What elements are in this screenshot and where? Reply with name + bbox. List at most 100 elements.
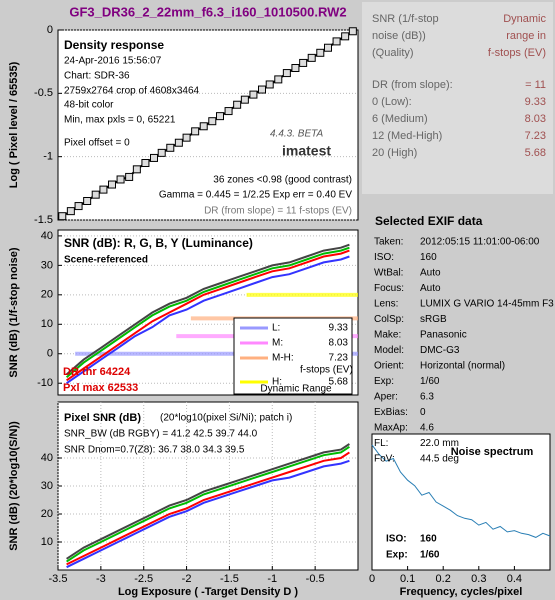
info-text: Pixel offset = 0 xyxy=(64,138,130,149)
summary-label: 12 (Med-High) xyxy=(372,130,442,142)
summary-panel xyxy=(362,2,553,194)
data-point xyxy=(108,180,116,189)
y-tick-label: 20 xyxy=(41,508,53,520)
legend-value: 7.23 xyxy=(329,353,349,364)
legend-label: L: xyxy=(272,323,280,334)
data-point xyxy=(58,212,67,221)
series-line xyxy=(65,246,350,379)
x-tick-label: 0.1 xyxy=(400,573,415,585)
data-point xyxy=(233,100,242,109)
exif-value: 6.3 xyxy=(420,392,434,403)
y-tick-label: 0 xyxy=(47,24,53,36)
legend-value: 8.03 xyxy=(329,338,349,349)
legend-subtitle: Dynamic Range xyxy=(260,384,332,395)
series-line xyxy=(66,451,350,566)
legend-value: 9.33 xyxy=(329,323,349,334)
exif-value: DMC-G3 xyxy=(420,345,460,356)
annotation: DR (from slope) = 11 f-stops (EV) xyxy=(204,206,352,217)
data-point xyxy=(91,190,100,199)
info-text: 24-Apr-2016 15:56:07 xyxy=(64,56,162,67)
summary-label: 0 (Low): xyxy=(372,96,412,108)
exif-value: Panasonic xyxy=(420,330,467,341)
data-point xyxy=(316,48,325,57)
chart-subtitle: Scene-referenced xyxy=(64,255,148,266)
series-line xyxy=(66,443,350,560)
data-point xyxy=(291,64,300,72)
exif-value: LUMIX G VARIO 14-45mm F3 xyxy=(420,299,554,310)
exif-key: ISO: xyxy=(374,252,394,263)
exif-key: Aper: xyxy=(374,392,398,403)
x-axis-label: Log Exposure ( -Target Density D ) xyxy=(118,586,298,598)
data-point xyxy=(199,122,208,131)
x-tick-label: -0.5 xyxy=(306,573,325,585)
figure-title: GF3_DR36_2_22mm_f6.3_i160_1010500.RW2 xyxy=(69,4,346,19)
exif-value: Horizontal (normal) xyxy=(420,361,505,372)
data-point xyxy=(249,90,258,99)
x-tick-label: 0 xyxy=(369,573,375,585)
data-point xyxy=(216,112,224,121)
legend-label: M: xyxy=(272,338,283,349)
series-line xyxy=(66,249,350,382)
series-line xyxy=(66,255,350,385)
data-point xyxy=(274,75,283,84)
x-tick-label: -2 xyxy=(182,573,192,585)
summary-label: DR (from slope): xyxy=(372,79,453,91)
data-point xyxy=(307,53,316,62)
data-point xyxy=(224,107,233,116)
chart-title: Density response xyxy=(64,38,164,52)
data-point xyxy=(166,143,175,152)
series-line xyxy=(66,445,350,563)
legend-title: f-stops (EV) xyxy=(300,365,353,376)
x-tick-label: -1.5 xyxy=(220,573,239,585)
data-point xyxy=(132,165,141,174)
y-tick-label: 40 xyxy=(41,452,53,464)
data-point xyxy=(157,148,166,157)
summary-header: f-stops (EV) xyxy=(488,47,546,59)
chart-title: Noise spectrum xyxy=(451,446,534,458)
data-point xyxy=(116,175,125,184)
exif-key: FL: xyxy=(374,438,388,449)
data-point xyxy=(324,43,332,52)
x-tick-label: -3 xyxy=(96,573,106,585)
legend-box xyxy=(233,317,353,395)
exif-key: ColSp: xyxy=(374,314,404,325)
plot-area xyxy=(57,229,359,396)
y-tick-label: 30 xyxy=(41,259,53,271)
data-point xyxy=(265,80,274,89)
info-text: Min, max pxls = 0, 65221 xyxy=(64,115,176,126)
version-text: 4.4.3. BETA xyxy=(270,129,324,140)
y-axis-label: SNR (dB) (1/f-stop noise) xyxy=(8,247,20,377)
annotation: 36 zones <0.98 (good contrast) xyxy=(213,175,352,186)
exif-value: 1/60 xyxy=(420,376,440,387)
y-tick-label: 30 xyxy=(41,480,53,492)
info-text: 48-bit color xyxy=(64,100,114,111)
data-point xyxy=(258,85,266,94)
data-point xyxy=(341,32,350,41)
exif-value: 22.0 mm xyxy=(420,438,459,449)
legend-label: H: xyxy=(272,377,282,388)
series-line xyxy=(371,444,551,538)
summary-header: SNR (1/f-stop xyxy=(372,13,439,25)
annotation: Gamma = 0.445 = 1/2.25 Exp err = 0.40 EV xyxy=(159,190,352,201)
series-line xyxy=(65,243,350,376)
legend-value: 5.68 xyxy=(329,377,349,388)
annotation: SNR_BW (dB RGBY) = 41.2 42.5 39.7 44.0 xyxy=(64,429,258,440)
data-point xyxy=(83,197,92,205)
exif-key: Taken: xyxy=(374,237,403,248)
x-tick-label: -1 xyxy=(267,573,277,585)
label-value: 1/60 xyxy=(420,550,440,561)
logo-text: imatest xyxy=(282,143,331,159)
y-tick-label: 20 xyxy=(41,289,53,301)
summary-value: = 11 xyxy=(525,79,546,91)
data-point xyxy=(332,37,341,46)
annotation: SNR Dnom=0.7(Z8): 36.7 38.0 34.3 39.5 xyxy=(64,445,245,456)
y-tick-label: -0.5 xyxy=(34,87,53,99)
x-tick-label: 0.2 xyxy=(436,573,451,585)
chart-title: Pixel SNR (dB) xyxy=(64,412,141,424)
annotation: Pxl max 62533 xyxy=(63,382,138,394)
annotation: DR thr 64224 xyxy=(63,366,131,378)
exif-key: Orient: xyxy=(374,361,404,372)
info-text: 2759x2764 crop of 4608x3464 xyxy=(64,86,200,97)
x-axis-label: Frequency, cycles/pixel xyxy=(400,586,523,598)
